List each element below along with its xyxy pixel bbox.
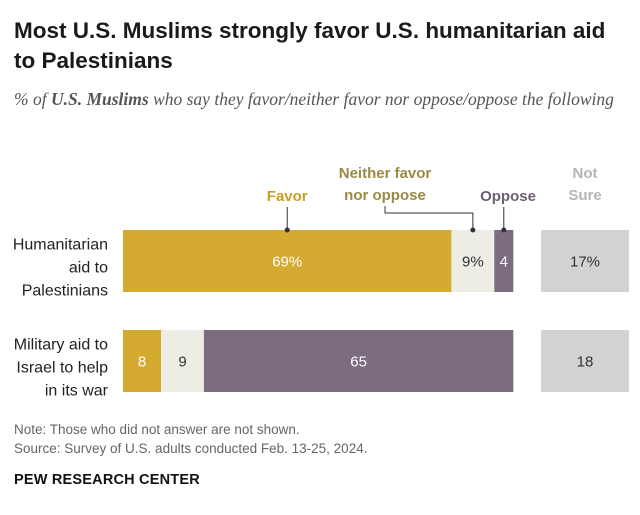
- bar-neither-2: [161, 330, 204, 392]
- legend-neither-line-1: Neither favor: [339, 165, 432, 182]
- bar-oppose-1: [494, 230, 514, 292]
- data-label-neither-2: 9: [178, 354, 186, 371]
- category-label: Israel to help: [16, 360, 108, 377]
- category-label: Humanitarian: [13, 237, 108, 254]
- source-text: Source: Survey of U.S. adults conducted …: [14, 441, 368, 456]
- data-label-not-sure-1: 17%: [570, 254, 600, 271]
- bar-favor-2: [123, 330, 162, 392]
- legend-oppose-dot: [501, 227, 507, 233]
- category-label: aid to: [69, 260, 108, 277]
- legend-not-sure-line-2: Sure: [568, 187, 601, 204]
- category-label: in its war: [45, 383, 109, 400]
- legend-not-sure-line-1: Not: [573, 165, 598, 182]
- data-label-favor-2: 8: [138, 354, 146, 371]
- subtitle-prefix: % of: [14, 89, 51, 109]
- chart-title: Most U.S. Muslims strongly favor U.S. hu…: [14, 18, 606, 73]
- legend-neither-line-2: nor oppose: [344, 187, 426, 204]
- bar-not-sure-2: [541, 330, 629, 392]
- note-text: Note: Those who did not answer are not s…: [14, 422, 300, 437]
- data-label-oppose-2: 65: [350, 354, 367, 371]
- bar-neither-1: [451, 230, 495, 292]
- legend-neither-dot: [470, 227, 476, 233]
- brand-logo-text: PEW RESEARCH CENTER: [14, 472, 200, 488]
- data-label-favor-1: 69%: [272, 254, 302, 271]
- category-label: Military aid to: [14, 337, 108, 354]
- subtitle-suffix: who say they favor/neither favor nor opp…: [148, 89, 614, 109]
- category-label: Palestinians: [22, 283, 108, 300]
- legend-oppose: Oppose: [480, 188, 536, 205]
- legend-favor-dot: [284, 227, 290, 233]
- legend-favor: Favor: [267, 188, 308, 205]
- bar-favor-1: [123, 230, 452, 292]
- legend-neither-leader: [384, 206, 474, 230]
- stacked-bar-chart: Humanitarian aid to Palestinians 69% 9% 4 17% M…: [13, 165, 629, 400]
- subtitle-emphasis: U.S. Muslims: [50, 89, 149, 109]
- data-label-oppose-1: 4: [500, 254, 508, 271]
- bar-oppose-2: [203, 330, 514, 392]
- chart-subtitle: % of U.S. Muslims who say they favor/nei…: [14, 88, 624, 111]
- data-label-not-sure-2: 18: [577, 354, 594, 371]
- bar-not-sure-1: [541, 230, 629, 292]
- data-label-neither-1: 9%: [462, 254, 484, 271]
